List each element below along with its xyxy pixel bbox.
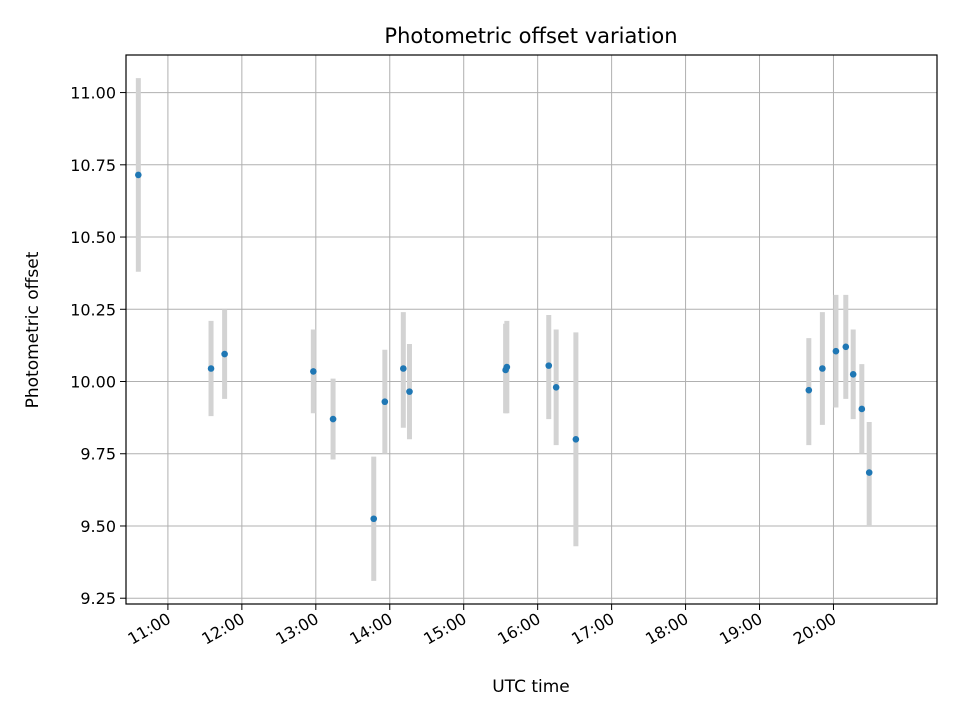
data-point: [135, 171, 142, 179]
data-point: [310, 368, 317, 375]
data-point: [842, 343, 850, 351]
y-tick-label: 10.75: [70, 156, 116, 175]
data-points: [135, 171, 873, 523]
data-point: [819, 365, 826, 372]
y-axis-ticks: 9.25 9.50 9.75 10.00 10.25 10.50 10.75 11.00: [70, 84, 126, 608]
data-point: [865, 469, 873, 476]
data-point: [858, 405, 866, 413]
plot-frame: [125, 54, 938, 605]
x-axis-title: UTC time: [492, 677, 570, 697]
y-tick-label: 11.00: [70, 84, 116, 103]
y-axis-title: Photometric offset: [23, 251, 43, 408]
data-point: [545, 362, 553, 369]
data-point: [805, 386, 813, 394]
data-point: [406, 388, 413, 395]
chart-title: Photometric offset variation: [384, 24, 677, 48]
data-point: [832, 347, 840, 355]
data-point: [329, 415, 337, 423]
y-tick-label: 9.50: [80, 517, 116, 536]
y-tick-label: 9.25: [80, 589, 116, 608]
data-point: [207, 365, 215, 372]
grid: [126, 55, 937, 604]
y-tick-label: 10.00: [70, 373, 116, 392]
data-point: [370, 515, 378, 523]
y-tick-label: 9.75: [80, 445, 116, 464]
data-point: [572, 436, 580, 443]
data-point: [221, 350, 228, 358]
y-tick-label: 10.25: [70, 300, 116, 319]
data-point: [400, 365, 407, 372]
data-point: [849, 370, 857, 378]
data-point: [552, 383, 560, 391]
y-tick-label: 10.50: [70, 228, 116, 247]
data-point: [503, 363, 511, 371]
data-point: [381, 398, 389, 406]
